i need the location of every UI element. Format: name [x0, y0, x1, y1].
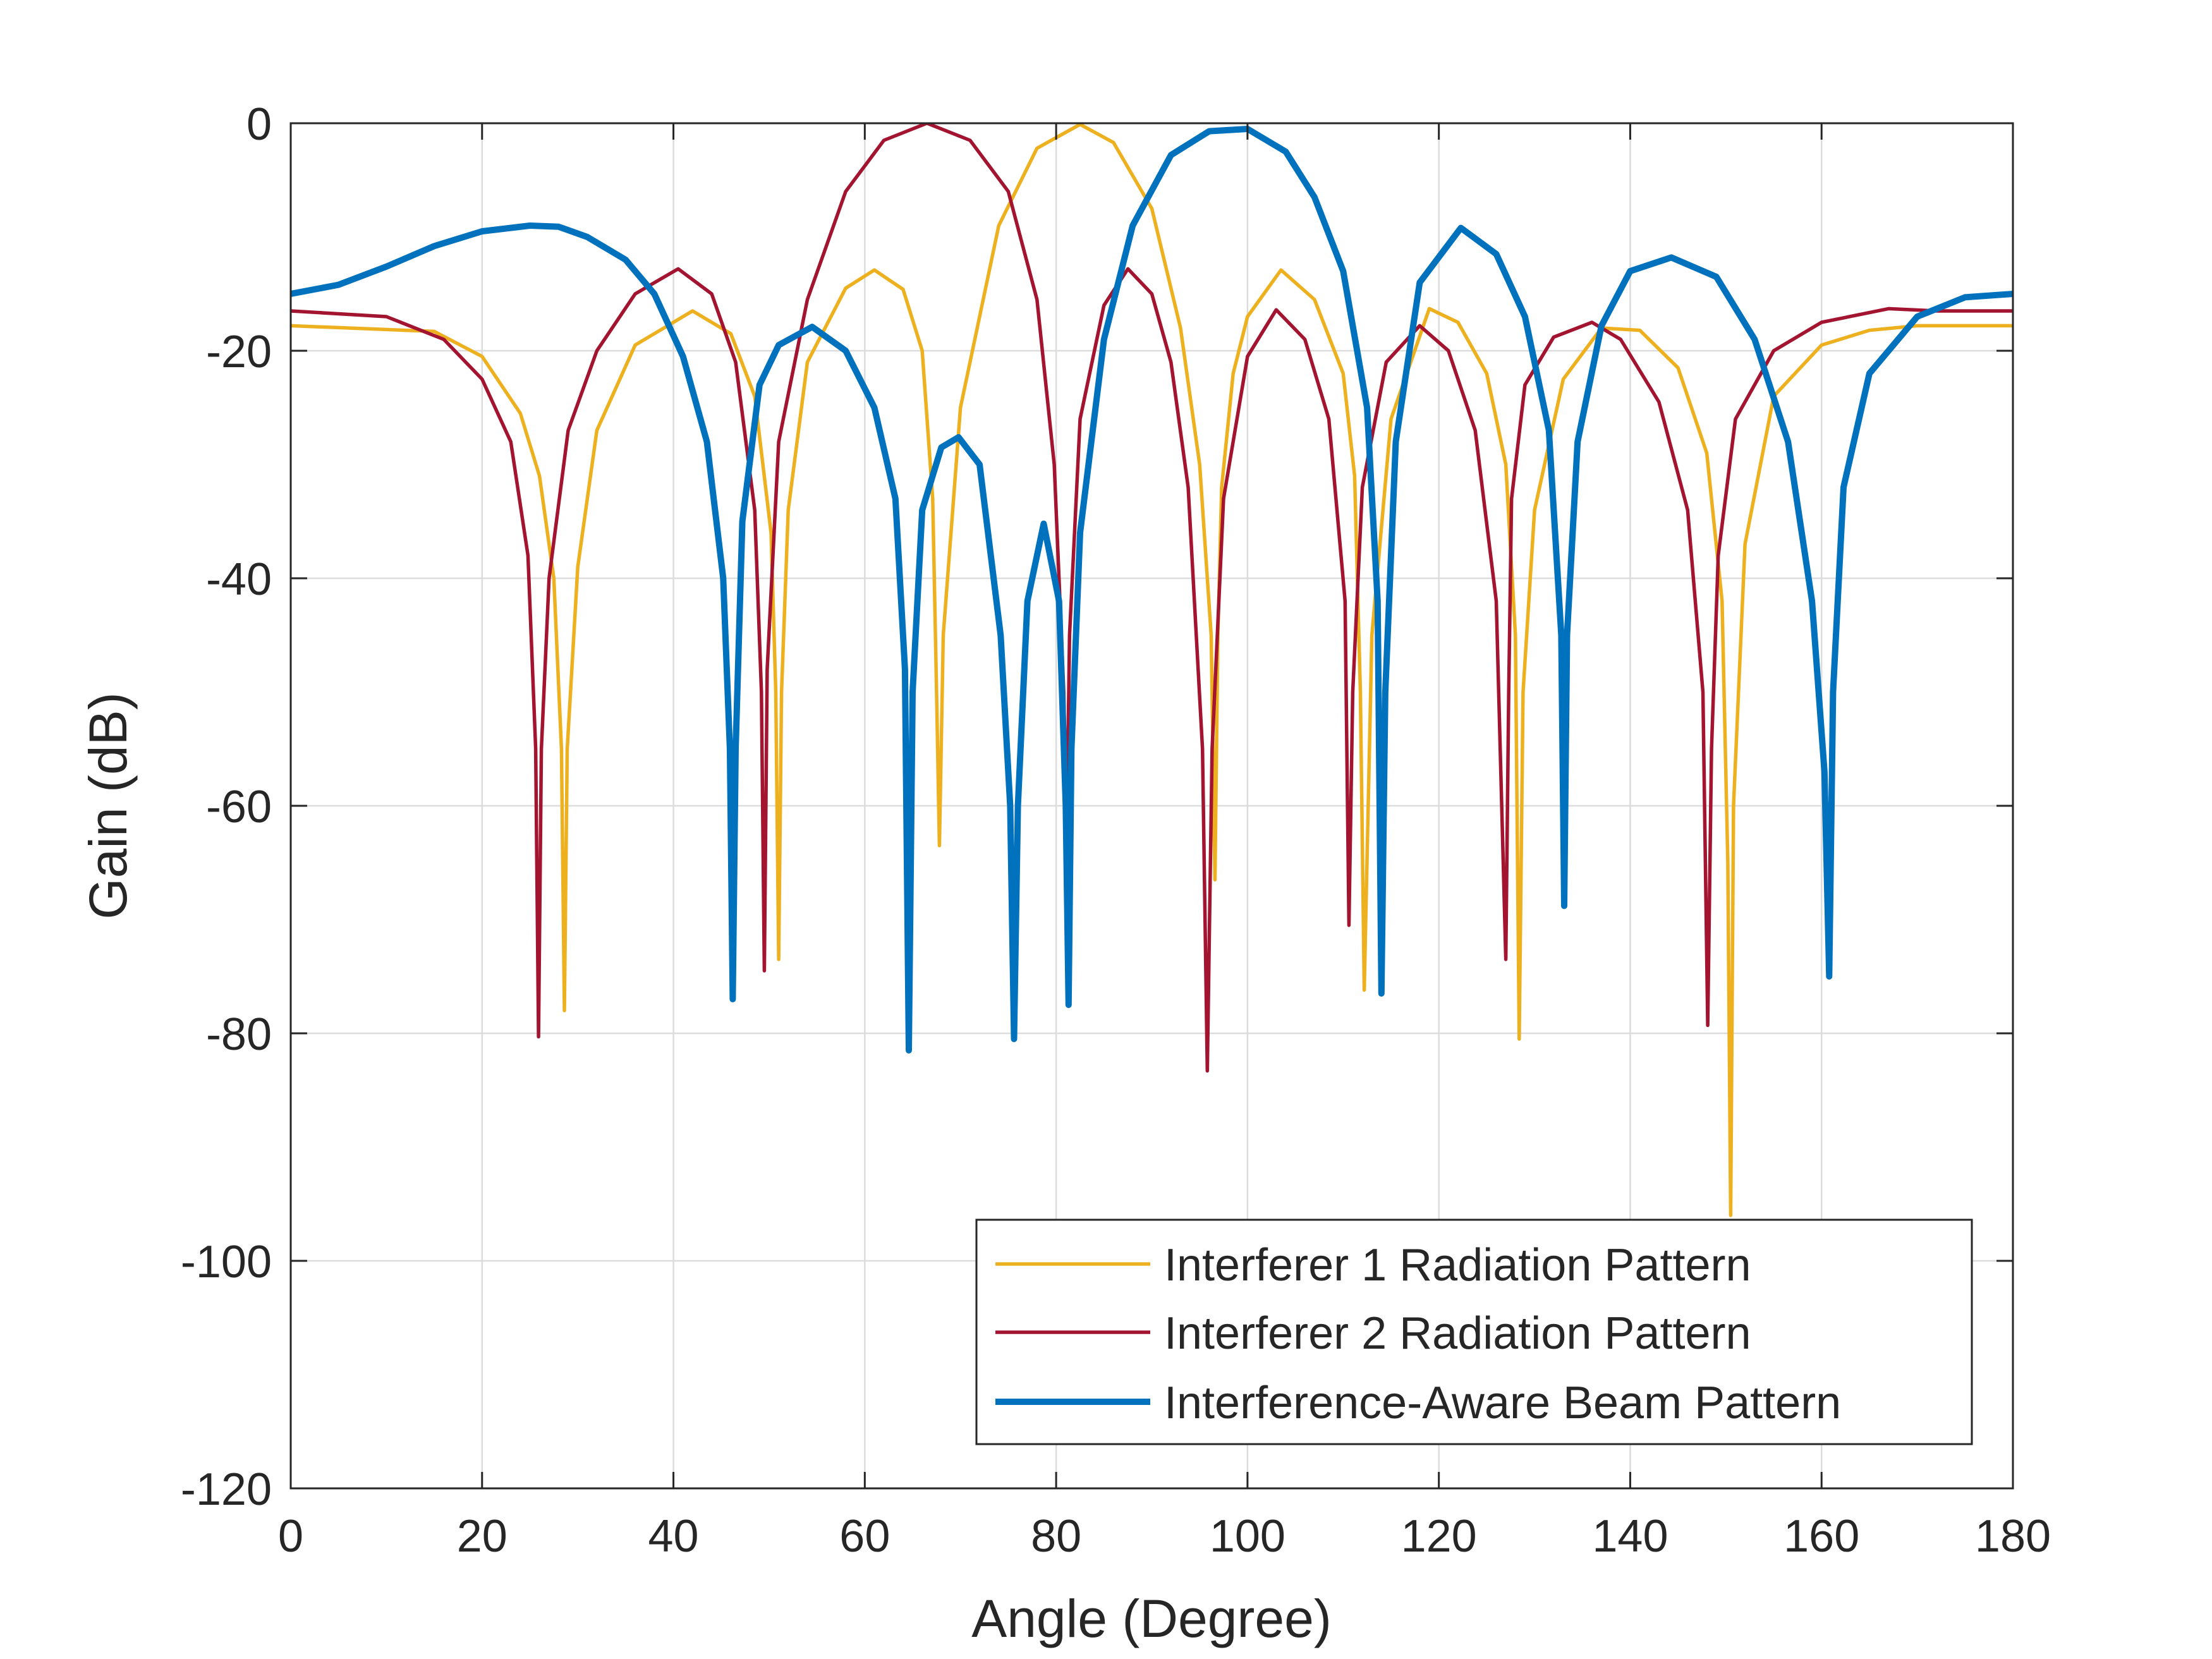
y-tick-label: -20 — [206, 327, 272, 377]
x-tick-label: 160 — [1784, 1511, 1859, 1562]
ticks: 0 20 40 60 80 100 120 140 160 180 0 -20 -40 -60 -80 -10… — [181, 99, 2051, 1562]
y-tick-label: 0 — [246, 99, 272, 150]
x-tick-label: 80 — [1031, 1511, 1081, 1562]
x-tick-label: 100 — [1210, 1511, 1285, 1562]
y-axis-label: Gain (dB) — [78, 692, 138, 919]
y-tick-label: -60 — [206, 782, 272, 832]
series-layer — [291, 123, 2013, 1217]
x-tick-label: 120 — [1401, 1511, 1477, 1562]
legend: Interferer 1 Radiation Pattern Interfere… — [975, 1218, 1973, 1445]
x-tick-label: 180 — [1975, 1511, 2051, 1562]
series-line-2 — [291, 123, 2013, 1073]
x-axis-label: Angle (Degree) — [971, 1589, 1332, 1648]
x-tick-label: 40 — [648, 1511, 699, 1562]
y-tick-label: -40 — [206, 554, 272, 605]
legend-label-1: Interferer 1 Radiation Pattern — [1164, 1240, 1751, 1291]
legend-label-3: Interference-Aware Beam Pattern — [1164, 1378, 1841, 1428]
x-tick-label: 60 — [839, 1511, 890, 1562]
x-tick-label: 20 — [457, 1511, 507, 1562]
series-line-3 — [291, 126, 2013, 1054]
y-tick-label: -120 — [181, 1464, 272, 1515]
x-tick-label: 0 — [278, 1511, 303, 1562]
y-tick-label: -80 — [206, 1009, 272, 1060]
y-tick-label: -100 — [181, 1237, 272, 1287]
x-tick-label: 140 — [1592, 1511, 1668, 1562]
legend-label-2: Interferer 2 Radiation Pattern — [1164, 1308, 1751, 1359]
series-line-1 — [291, 123, 2013, 1217]
